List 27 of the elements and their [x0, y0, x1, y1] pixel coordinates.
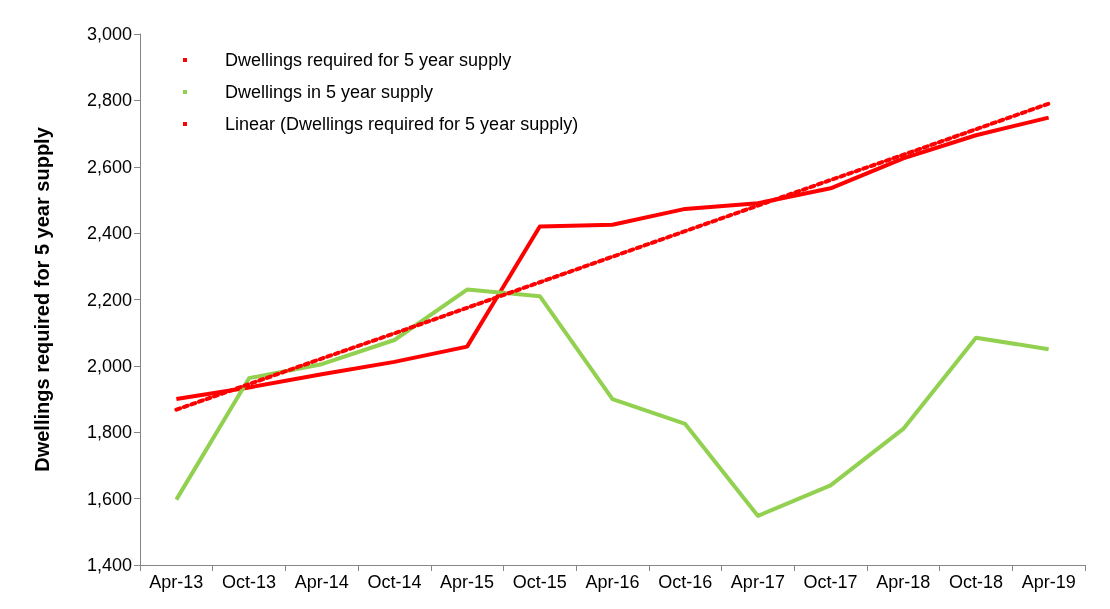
- x-tick-label: Apr-15: [440, 572, 495, 592]
- y-axis-title: Dwellings required for 5 year supply: [31, 126, 53, 472]
- x-tick-label: Oct-18: [948, 572, 1003, 592]
- legend-label: Dwellings in 5 year supply: [225, 82, 434, 102]
- y-tick-label: 2,200: [86, 289, 132, 310]
- y-tick-label: 2,400: [86, 223, 132, 244]
- x-tick-label: Apr-14: [294, 572, 349, 592]
- x-tick-label: Apr-19: [1021, 572, 1076, 592]
- x-tick-label: Apr-13: [149, 572, 204, 592]
- x-tick-label: Apr-16: [585, 572, 640, 592]
- y-tick-label: 1,600: [86, 488, 132, 509]
- legend-label: Linear (Dwellings required for 5 year supply): [225, 114, 579, 134]
- x-tick-label: Oct-17: [803, 572, 858, 592]
- y-tick-label: 2,000: [86, 355, 132, 376]
- y-tick-label: 3,000: [86, 24, 132, 44]
- y-tick-label: 2,800: [86, 90, 132, 111]
- line-series: [174, 287, 1051, 518]
- y-tick-label: 2,600: [86, 156, 132, 177]
- x-tick-label: Apr-17: [730, 572, 785, 592]
- x-tick-label: Oct-15: [512, 572, 567, 592]
- x-tick-label: Oct-16: [658, 572, 713, 592]
- x-tick-label: Oct-13: [222, 572, 277, 592]
- y-tick-label: 1,400: [86, 555, 132, 575]
- x-tick-label: Apr-18: [876, 572, 931, 592]
- y-tick-label: 1,800: [86, 422, 132, 443]
- x-tick-label: Oct-14: [367, 572, 422, 592]
- legend-label: Dwellings required for 5 year supply: [225, 50, 512, 70]
